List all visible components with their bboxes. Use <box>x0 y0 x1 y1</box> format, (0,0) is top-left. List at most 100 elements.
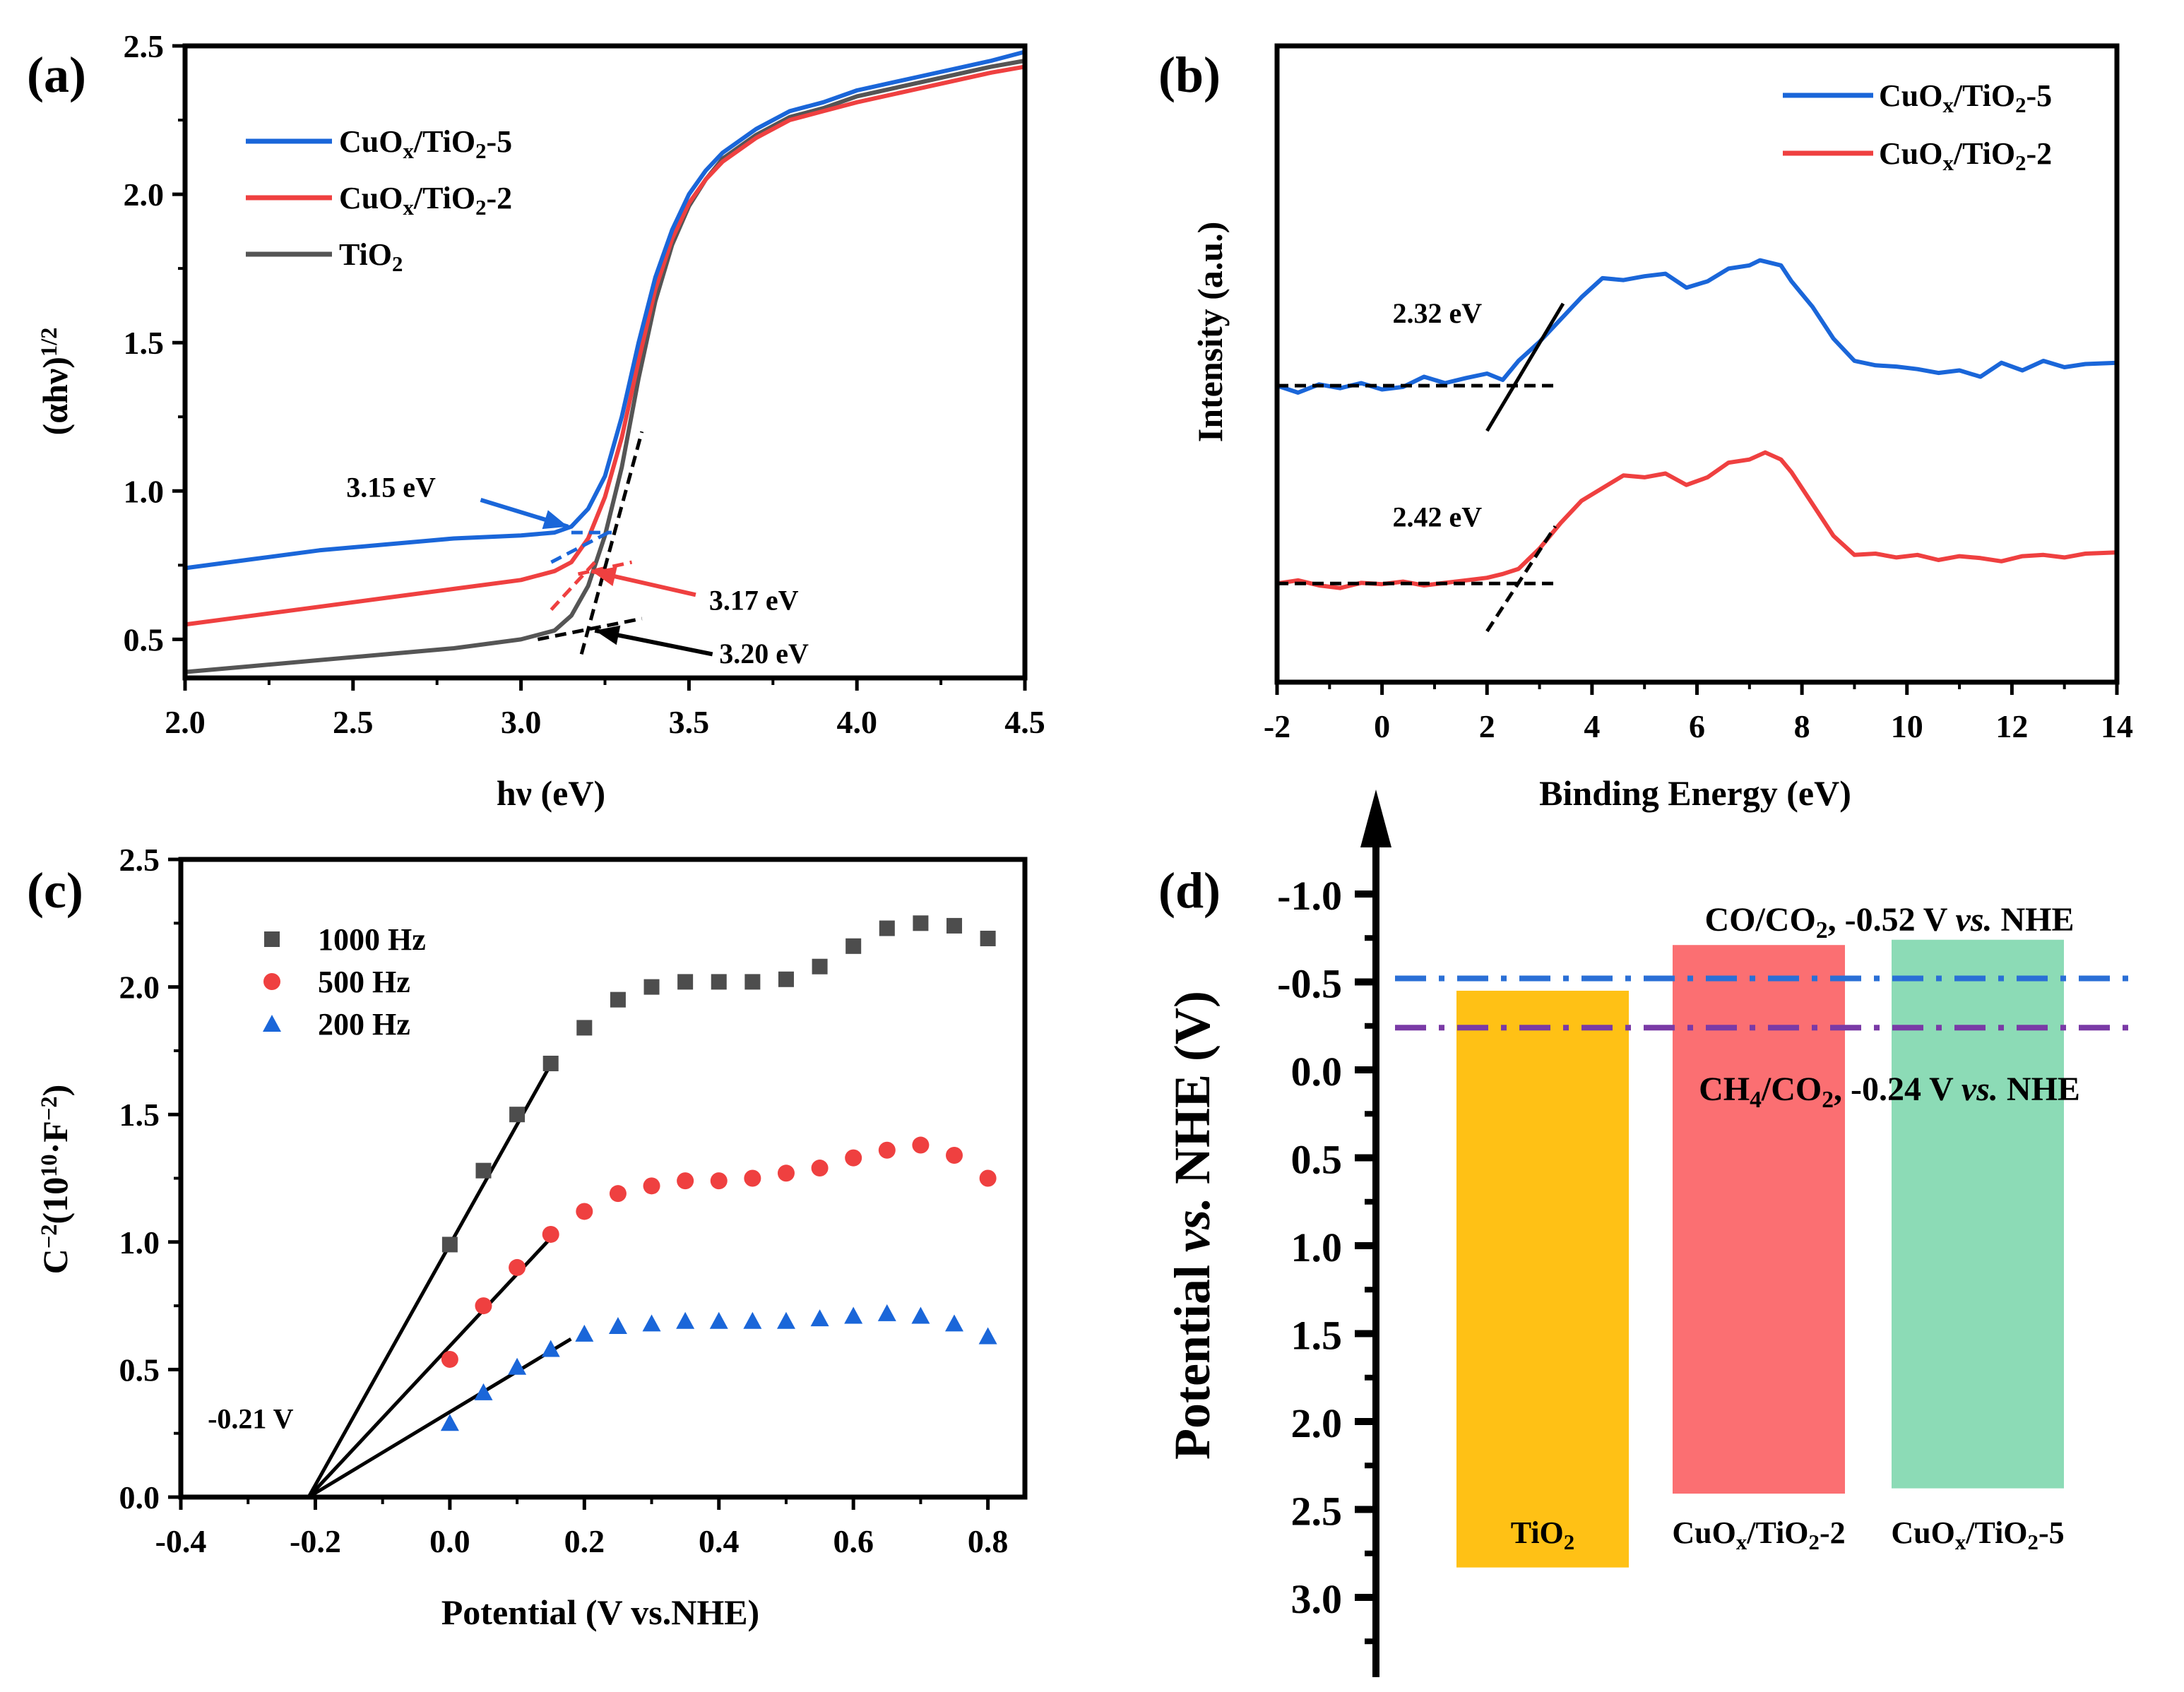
data-point-500Hz <box>509 1258 526 1276</box>
band-bar-label-part: x <box>1736 1530 1747 1554</box>
x-axis-title: Potential (V vs.NHE) <box>441 1592 759 1632</box>
legend-marker <box>263 1015 281 1032</box>
data-point-500Hz <box>710 1172 728 1190</box>
band-bar-label-part: 2 <box>1564 1530 1574 1554</box>
data-point-200Hz <box>676 1311 695 1329</box>
redox-potential-label-part: vs. <box>1962 1071 1998 1108</box>
data-point-200Hz <box>776 1311 795 1329</box>
plot-frame <box>178 857 1028 1500</box>
data-point-1000Hz <box>778 971 794 987</box>
annotation-arrow-head <box>542 510 569 530</box>
x-tick-label: -2 <box>1264 708 1290 744</box>
y-tick-label: -1.0 <box>1277 873 1342 919</box>
data-point-500Hz <box>811 1160 829 1177</box>
y-axis-title: Intensity (a.u.) <box>1190 222 1230 443</box>
tangent-line <box>550 530 610 564</box>
data-point-500Hz <box>878 1141 896 1159</box>
mott-schottky-fit-line <box>307 1233 556 1499</box>
x-axis-title: hν (eV) <box>497 773 605 813</box>
series-line-TiO2 <box>184 59 1026 674</box>
legend-label-part: -5 <box>487 124 513 159</box>
band-bar-CuOx/TiO2-5 <box>1892 939 2064 1489</box>
legend-label: CuOx/TiO2-5 <box>1879 78 2052 117</box>
x-tick-label: 10 <box>1891 708 1923 744</box>
mott-schottky-fit-line <box>307 1337 572 1499</box>
data-point-200Hz <box>810 1309 829 1327</box>
data-point-500Hz <box>946 1146 963 1164</box>
x-tick-label: 4.5 <box>1004 704 1045 740</box>
x-tick-label: 0.6 <box>833 1523 874 1559</box>
series-line-CuOx/TiO2-5 <box>184 49 1026 571</box>
y-tick-label: 2.0 <box>124 177 165 213</box>
y-tick-label: 1.0 <box>1291 1225 1343 1270</box>
legend-marker <box>264 931 280 947</box>
data-point-1000Hz <box>845 938 862 954</box>
redox-potential-label-part: /CO <box>1761 1071 1822 1108</box>
x-tick-label: 0.4 <box>699 1523 740 1559</box>
bandgap-annotation: 3.15 eV <box>346 472 436 504</box>
data-point-500Hz <box>643 1177 660 1195</box>
band-bar-TiO2 <box>1456 990 1629 1568</box>
y-tick-label: 1.5 <box>124 325 165 361</box>
x-tick-label: 3.0 <box>501 704 542 740</box>
panel-label-a: (a) <box>27 47 86 103</box>
redox-potential-label-part: NHE <box>1993 901 2075 939</box>
legend-label: 200 Hz <box>318 1007 410 1042</box>
flatband-annotation: -0.21 V <box>208 1402 294 1434</box>
y-tick-label: 2.5 <box>124 28 165 64</box>
x-tick-label: 0 <box>1374 708 1390 744</box>
legend-label-part: 2 <box>392 252 403 276</box>
x-tick-label: 4 <box>1584 708 1600 744</box>
data-point-500Hz <box>609 1185 627 1203</box>
legend-label: CuOx/TiO2-5 <box>339 124 512 163</box>
data-point-200Hz <box>877 1304 896 1321</box>
x-axis-title: Binding Energy (eV) <box>1539 773 1851 813</box>
legend-label-part: x <box>403 139 414 163</box>
data-point-1000Hz <box>610 991 626 1008</box>
data-point-500Hz <box>777 1164 795 1182</box>
data-point-1000Hz <box>946 917 963 934</box>
redox-potential-label-part: , -0.52 V <box>1828 901 1956 939</box>
y-axis-title-part: 1/2 <box>37 328 62 357</box>
data-point-200Hz <box>575 1324 594 1342</box>
x-tick-label: 8 <box>1794 708 1810 744</box>
x-tick-label: 0.0 <box>429 1523 470 1559</box>
tangent-line <box>579 431 644 655</box>
data-point-500Hz <box>979 1169 997 1187</box>
y-tick-label: 1.5 <box>119 1097 160 1133</box>
data-point-200Hz <box>844 1306 863 1324</box>
data-point-1000Hz <box>542 1055 559 1071</box>
legend-label-part: /TiO <box>413 181 475 215</box>
y-axis-title-part: −2 <box>37 1224 62 1249</box>
band-bar-label-part: TiO <box>1511 1515 1564 1550</box>
y-tick-label: 0.0 <box>1291 1049 1343 1095</box>
data-point-1000Hz <box>913 915 929 931</box>
data-point-200Hz <box>709 1311 728 1329</box>
data-point-1000Hz <box>475 1162 492 1179</box>
band-bar-label: CuOx/TiO2-5 <box>1891 1515 2064 1554</box>
x-tick-label: 6 <box>1689 708 1705 744</box>
panel-label-d: (d) <box>1158 862 1221 919</box>
legend-label-part: CuO <box>339 181 403 215</box>
annotation-arrow-head <box>595 625 621 645</box>
legend-label-part: 2 <box>2015 151 2026 175</box>
bandgap-annotation: 3.20 eV <box>719 638 809 669</box>
x-tick-label: 0.8 <box>968 1523 1009 1559</box>
y-axis-title-part: (αhν) <box>35 357 75 435</box>
legend-label-part: CuO <box>1879 78 1942 113</box>
data-point-1000Hz <box>441 1237 458 1253</box>
data-point-500Hz <box>576 1203 593 1220</box>
data-point-1000Hz <box>812 958 828 975</box>
panel-c-mott-schottky-plot: (c) -0.21 V -0.4 -0.2 0.0 0.2 0.4 0.6 0.8 0.0 0.5 1… <box>27 842 1028 1632</box>
redox-potential-label-part: NHE <box>1998 1071 2080 1108</box>
y-tick-label: 2.0 <box>119 970 160 1006</box>
data-point-200Hz <box>608 1316 627 1334</box>
redox-potential-label-part: CO/CO <box>1704 901 1815 939</box>
band-bar-label-part: /TiO <box>1965 1515 2027 1550</box>
y-tick-label: 1.5 <box>1291 1313 1343 1359</box>
band-bar-label-part: 2 <box>2028 1530 2038 1554</box>
legend-label-part: /TiO <box>1953 136 2015 171</box>
panel-label-b: (b) <box>1158 47 1221 103</box>
y-tick-label: 0.5 <box>1291 1137 1343 1183</box>
legend-label: CuOx/TiO2-2 <box>1879 136 2052 175</box>
